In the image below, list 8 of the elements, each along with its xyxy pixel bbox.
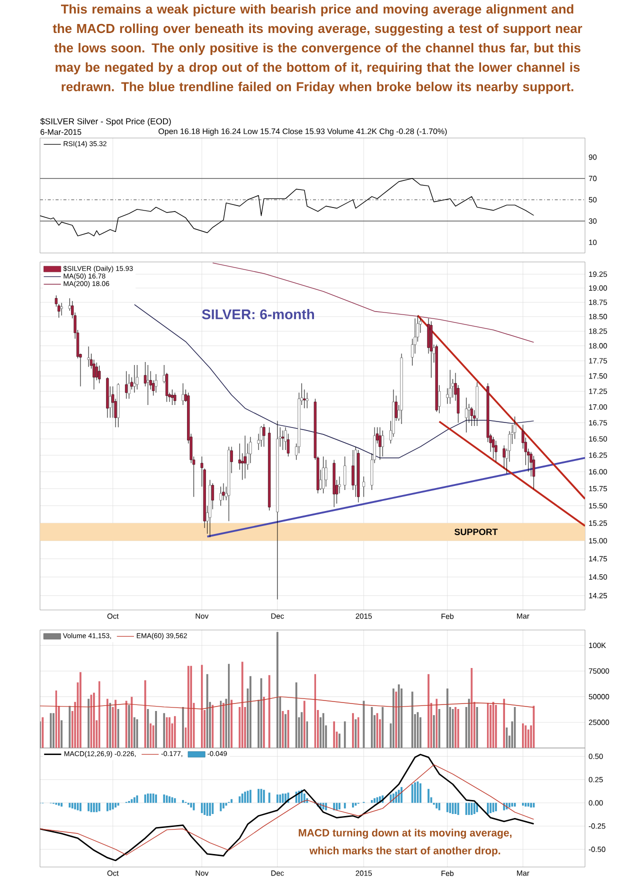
text: Open 16.18 High 16.24 Low 15.74 Close 15.93 Volume 41.2K Chg -0.28 (-1.70%) [158, 128, 447, 136]
annotation: SILVER: 6-month [202, 309, 314, 320]
chart-subtitle: $SILVER Silver - Spot Price (EOD) [40, 118, 171, 126]
annotation: which marks the start of another drop. [309, 846, 500, 856]
annotation: MACD turning down at its moving average, [298, 828, 512, 839]
chart-title: This remains a weak picture with bearish price and moving average alignment and the MACD rolling over beneath its moving average, suggesting a test of support near the lows soon. The only positive is the convergence of the channel thus far, but this may be negated by a drop out of the bottom of it, requiring that the lower channel is redrawn. The blue trendline failed on Friday when broke below its nearby support. [52, 4, 582, 94]
band-label: SUPPORT [454, 528, 498, 536]
text: 6-Mar-2015 [40, 129, 82, 135]
